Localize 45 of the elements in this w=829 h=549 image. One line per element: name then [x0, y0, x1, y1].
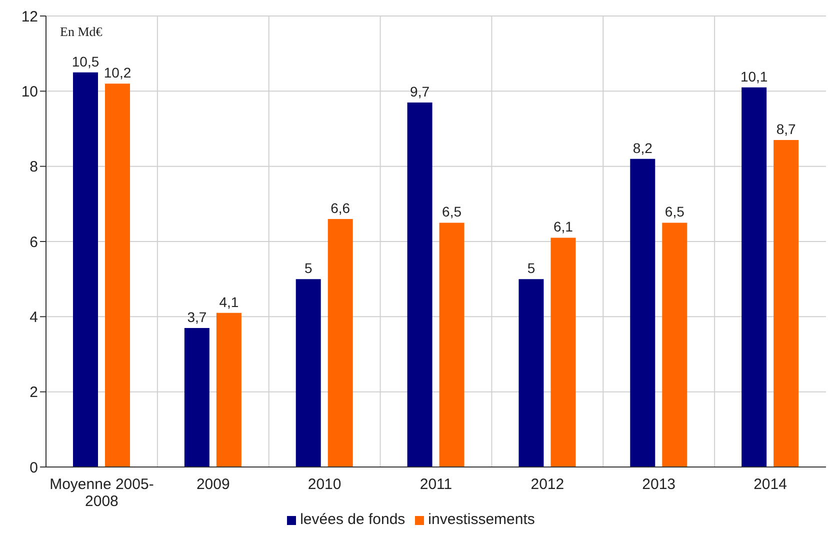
y-tick-label: 8	[30, 158, 38, 176]
data-label: 6,6	[330, 200, 350, 216]
y-tick-label: 2	[30, 384, 38, 402]
y-tick-label: 10	[21, 83, 38, 100]
data-label: 10,5	[72, 53, 100, 70]
bar	[774, 140, 799, 467]
data-label: 5	[304, 260, 312, 276]
x-tick-label: 2012	[530, 476, 564, 493]
bar	[296, 279, 321, 467]
bar	[105, 84, 130, 467]
bar	[216, 312, 242, 467]
y-axis-title: En Md€	[60, 24, 103, 39]
data-label: 8,7	[776, 121, 796, 138]
bar	[550, 238, 576, 467]
data-label: 9,7	[410, 83, 430, 100]
bar	[742, 87, 767, 467]
data-label: 3,7	[187, 308, 207, 325]
x-tick-label: Moyenne 2005-2008	[50, 476, 154, 510]
bar	[439, 222, 464, 467]
data-label: 5	[527, 260, 536, 276]
bar	[662, 222, 688, 467]
x-tick-label: 2009	[196, 476, 230, 493]
bar	[630, 158, 656, 467]
data-label: 10,1	[740, 68, 768, 84]
data-label: 10,2	[104, 64, 132, 81]
bar	[518, 279, 544, 467]
y-tick-label: 0	[30, 459, 38, 476]
x-tick-label: 2013	[642, 476, 676, 493]
bar	[407, 102, 432, 467]
data-label: 4,1	[219, 294, 239, 310]
data-label: 8,2	[632, 140, 653, 156]
data-label: 6,5	[442, 204, 462, 220]
x-tick-label: 2010	[308, 476, 342, 493]
data-label: 6,1	[553, 218, 574, 235]
x-tick-label: 2014	[754, 476, 787, 493]
bar	[328, 218, 353, 467]
y-tick-label: 6	[30, 234, 38, 251]
y-tick-label: 4	[30, 308, 38, 326]
x-tick-label: 2011	[420, 476, 452, 493]
y-tick-label: 12	[21, 8, 38, 26]
legend-label: investissements	[428, 511, 535, 528]
legend-label: levées de fonds	[300, 511, 406, 528]
bar	[184, 328, 210, 467]
bar	[73, 72, 98, 467]
data-label: 6,5	[664, 204, 685, 220]
